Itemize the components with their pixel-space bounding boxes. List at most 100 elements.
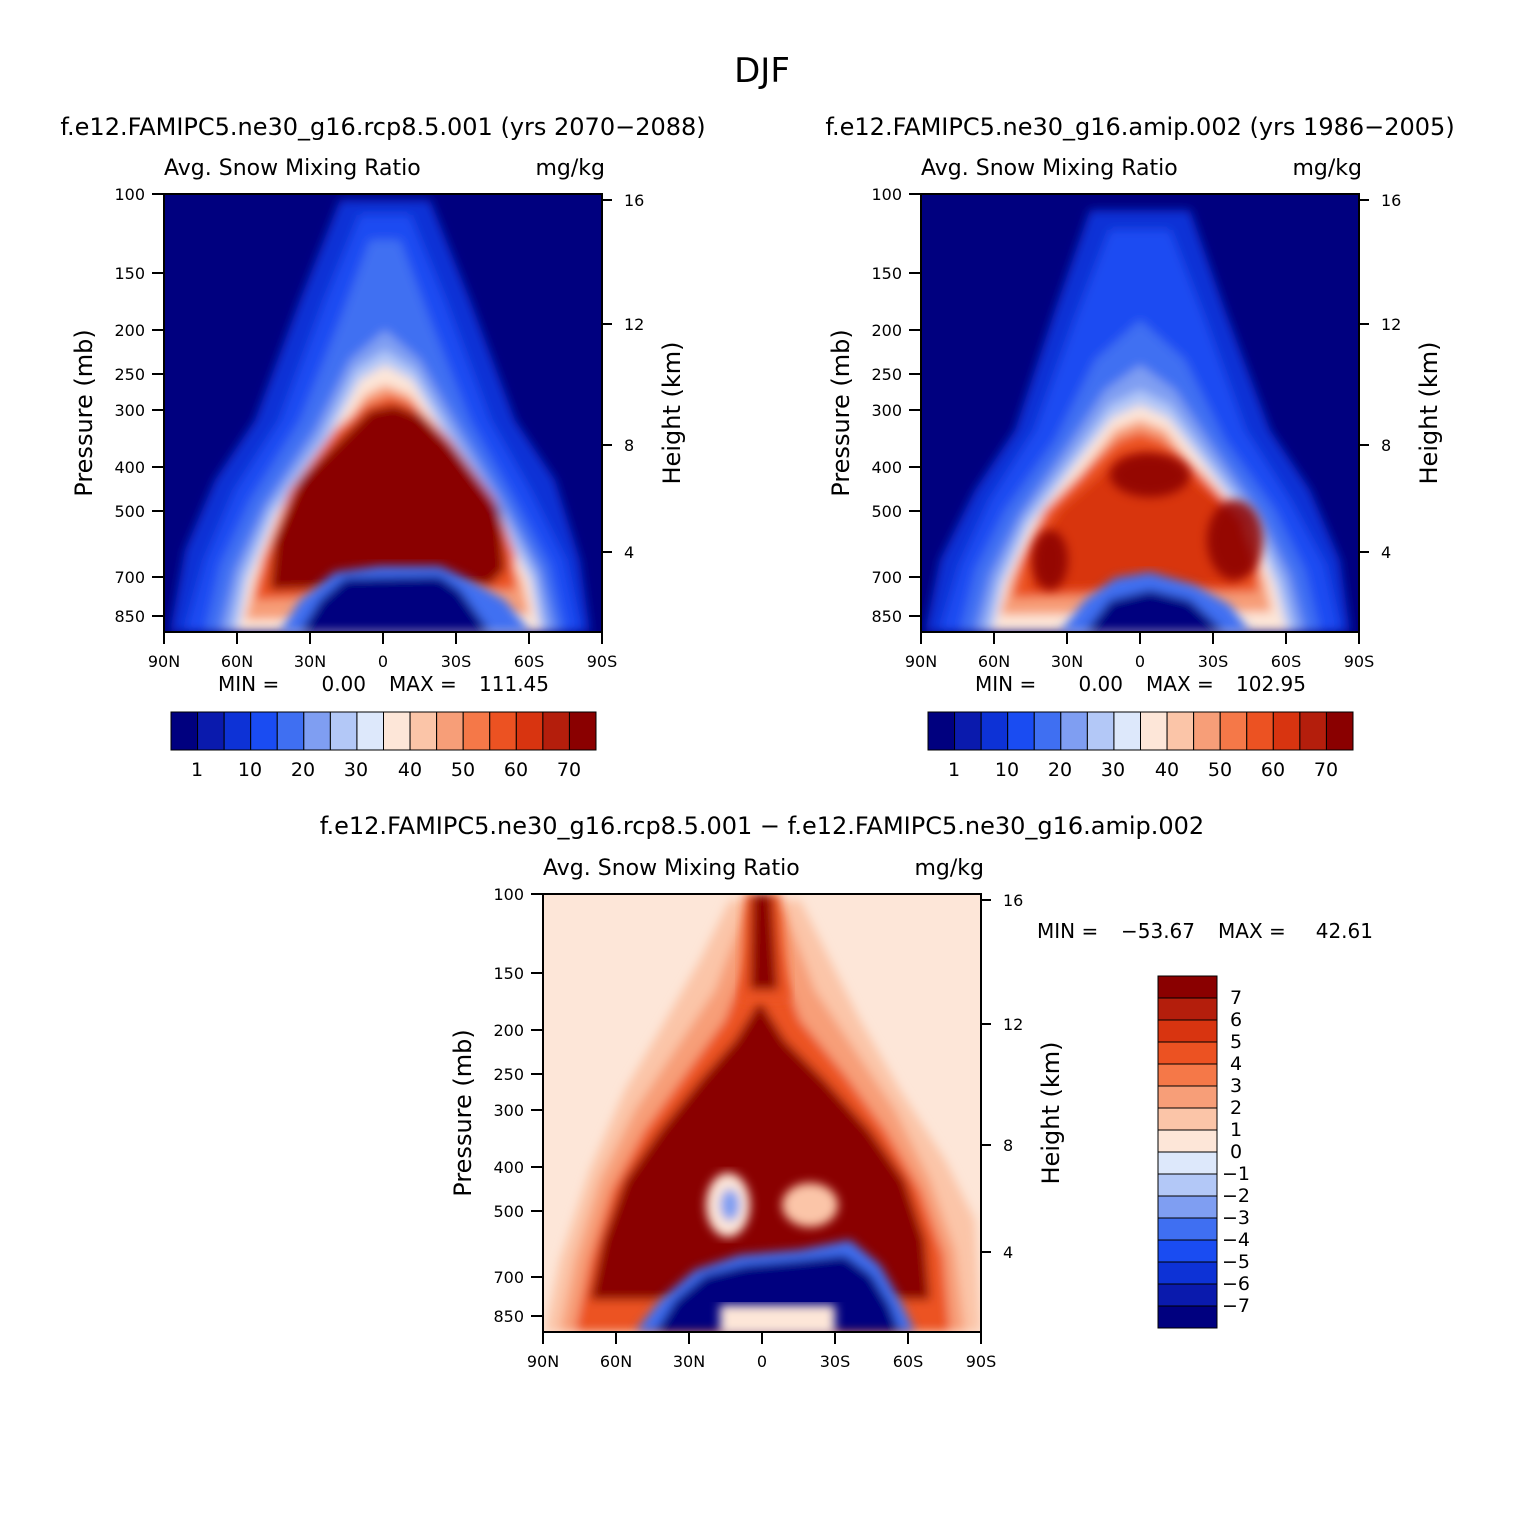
svg-text:111.45: 111.45 bbox=[479, 672, 549, 696]
svg-text:30S: 30S bbox=[441, 652, 472, 671]
svg-text:30: 30 bbox=[344, 759, 368, 781]
svg-text:8: 8 bbox=[1381, 436, 1391, 455]
panel-amip-y2-ticklabels: 16 12 8 4 bbox=[1381, 191, 1401, 562]
svg-text:12: 12 bbox=[624, 315, 644, 334]
svg-text:700: 700 bbox=[493, 1268, 524, 1287]
panel-rcp85-x-ticklabels: 90N 60N 30N 0 30S 60S 90S bbox=[148, 652, 617, 671]
panel-amip-case-title: f.e12.FAMIPC5.ne30_g16.amip.002 (yrs 198… bbox=[825, 113, 1454, 141]
panel-diff-colorbar-swatch bbox=[1157, 1283, 1218, 1307]
svg-text:4: 4 bbox=[624, 543, 634, 562]
panel-rcp85-colorbar-swatch bbox=[436, 711, 464, 751]
svg-text:4: 4 bbox=[1381, 543, 1391, 562]
panel-rcp85-units: mg/kg bbox=[535, 156, 605, 181]
panel-amip-ylabel: Pressure (mb) bbox=[827, 329, 855, 496]
svg-text:300: 300 bbox=[114, 401, 145, 420]
svg-text:30N: 30N bbox=[294, 652, 326, 671]
svg-text:30S: 30S bbox=[1198, 652, 1229, 671]
panel-amip-colorbar-swatch bbox=[1246, 711, 1274, 751]
panel-amip-y-ticklabels: 100 150 200 250 300 400 500 700 850 bbox=[871, 185, 902, 626]
panel-diff-colorbar-labels: 7 6 5 4 3 2 1 0 −1 −2 −3 −4 −5 −6 −7 bbox=[1222, 987, 1250, 1317]
panel-amip-colorbar-swatch bbox=[1299, 711, 1327, 751]
svg-text:400: 400 bbox=[493, 1158, 524, 1177]
svg-text:250: 250 bbox=[871, 365, 902, 384]
svg-text:8: 8 bbox=[624, 436, 634, 455]
svg-text:20: 20 bbox=[291, 759, 315, 781]
panel-diff-colorbar-swatch bbox=[1157, 975, 1218, 999]
panel-diff-variable-title: Avg. Snow Mixing Ratio bbox=[543, 856, 800, 881]
panel-rcp85-colorbar-swatch bbox=[356, 711, 384, 751]
svg-text:4: 4 bbox=[1230, 1053, 1242, 1075]
svg-text:2: 2 bbox=[1230, 1097, 1242, 1119]
panel-rcp85-y2-ticklabels: 16 12 8 4 bbox=[624, 191, 644, 562]
panel-rcp85-field bbox=[164, 194, 602, 632]
svg-text:MAX =: MAX = bbox=[1146, 672, 1214, 696]
panel-diff-colorbar-swatch bbox=[1157, 1261, 1218, 1285]
svg-text:70: 70 bbox=[557, 759, 581, 781]
svg-text:30N: 30N bbox=[1051, 652, 1083, 671]
svg-text:100: 100 bbox=[493, 885, 524, 904]
svg-text:42.61: 42.61 bbox=[1316, 919, 1373, 943]
panel-diff-ylabel: Pressure (mb) bbox=[449, 1029, 477, 1196]
svg-text:30S: 30S bbox=[820, 1352, 851, 1371]
svg-text:90S: 90S bbox=[587, 652, 618, 671]
svg-text:700: 700 bbox=[871, 568, 902, 587]
panel-amip-colorbar bbox=[927, 711, 1354, 751]
panel-diff-ylabel-right: Height (km) bbox=[1037, 1042, 1065, 1185]
panel-diff-colorbar-swatch bbox=[1157, 1085, 1218, 1109]
panel-rcp85-ylabel: Pressure (mb) bbox=[70, 329, 98, 496]
svg-text:0: 0 bbox=[1135, 652, 1145, 671]
panel-rcp85-colorbar-swatch bbox=[329, 711, 358, 751]
svg-text:8: 8 bbox=[1003, 1136, 1013, 1155]
panel-rcp85-colorbar-swatch bbox=[250, 711, 278, 751]
svg-text:16: 16 bbox=[624, 191, 644, 210]
panel-amip-ylabel-right: Height (km) bbox=[1415, 342, 1443, 485]
svg-text:400: 400 bbox=[871, 458, 902, 477]
svg-text:0: 0 bbox=[757, 1352, 767, 1371]
svg-text:90N: 90N bbox=[905, 652, 937, 671]
panel-amip: f.e12.FAMIPC5.ne30_g16.amip.002 (yrs 198… bbox=[825, 113, 1454, 781]
panel-diff-colorbar-swatch bbox=[1157, 1217, 1218, 1241]
panel-diff-colorbar-swatch bbox=[1157, 1151, 1218, 1175]
panel-amip-colorbar-labels: 1 10 20 30 40 50 60 70 bbox=[948, 759, 1338, 781]
panel-rcp85-colorbar-swatch bbox=[489, 711, 517, 751]
svg-text:−1: −1 bbox=[1222, 1163, 1250, 1185]
panel-rcp85-colorbar-swatch bbox=[542, 711, 570, 751]
panel-amip-colorbar-swatch bbox=[980, 711, 1009, 751]
svg-text:30: 30 bbox=[1101, 759, 1125, 781]
svg-text:MIN =: MIN = bbox=[975, 672, 1036, 696]
svg-text:MIN =: MIN = bbox=[1037, 919, 1098, 943]
panel-rcp85-colorbar-swatch bbox=[276, 711, 305, 751]
svg-text:50: 50 bbox=[1208, 759, 1232, 781]
panel-amip-colorbar-swatch bbox=[1060, 711, 1088, 751]
svg-text:−4: −4 bbox=[1222, 1229, 1250, 1251]
svg-text:30N: 30N bbox=[673, 1352, 705, 1371]
svg-text:MIN =: MIN = bbox=[218, 672, 279, 696]
svg-text:16: 16 bbox=[1381, 191, 1401, 210]
svg-text:850: 850 bbox=[493, 1307, 524, 1326]
panel-amip-colorbar-swatch bbox=[1166, 711, 1195, 751]
svg-text:−3: −3 bbox=[1222, 1207, 1250, 1229]
svg-text:0.00: 0.00 bbox=[1078, 672, 1123, 696]
svg-text:150: 150 bbox=[493, 964, 524, 983]
svg-text:150: 150 bbox=[114, 264, 145, 283]
svg-text:60N: 60N bbox=[600, 1352, 632, 1371]
panel-rcp85-colorbar-swatch bbox=[515, 711, 544, 751]
svg-text:60N: 60N bbox=[978, 652, 1010, 671]
svg-text:12: 12 bbox=[1003, 1015, 1023, 1034]
svg-text:90N: 90N bbox=[148, 652, 180, 671]
panel-rcp85-colorbar-swatch bbox=[197, 711, 225, 751]
panel-rcp85-y-ticklabels: 100 150 200 250 300 400 500 700 850 bbox=[114, 185, 145, 626]
panel-rcp85-colorbar-swatch bbox=[303, 711, 331, 751]
svg-text:400: 400 bbox=[114, 458, 145, 477]
panel-diff-ticks bbox=[531, 893, 991, 1344]
panel-diff-y2-ticklabels: 16 12 8 4 bbox=[1003, 891, 1023, 1262]
svg-text:100: 100 bbox=[871, 185, 902, 204]
panel-rcp85-colorbar-swatch bbox=[462, 711, 491, 751]
svg-text:60: 60 bbox=[504, 759, 528, 781]
panel-rcp85-ylabel-right: Height (km) bbox=[658, 342, 686, 485]
svg-text:200: 200 bbox=[871, 321, 902, 340]
svg-text:250: 250 bbox=[493, 1065, 524, 1084]
svg-text:0: 0 bbox=[1230, 1141, 1242, 1163]
panel-amip-colorbar-swatch bbox=[1193, 711, 1221, 751]
